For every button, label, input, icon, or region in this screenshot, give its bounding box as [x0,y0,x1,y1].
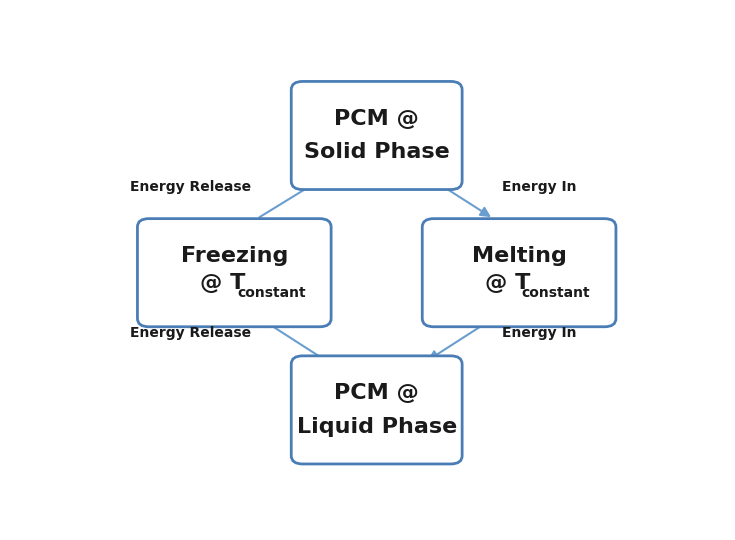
FancyBboxPatch shape [291,82,462,190]
FancyBboxPatch shape [422,219,616,327]
Text: Energy Release: Energy Release [130,180,251,194]
Text: Solid Phase: Solid Phase [304,142,450,162]
Text: PCM @: PCM @ [334,383,419,403]
Text: Liquid Phase: Liquid Phase [296,416,457,436]
Text: constant: constant [522,286,590,300]
Text: Melting: Melting [472,246,567,266]
FancyBboxPatch shape [291,356,462,464]
Text: Energy In: Energy In [502,180,576,194]
Text: @ T: @ T [485,273,531,293]
FancyBboxPatch shape [137,219,331,327]
Text: Energy In: Energy In [502,326,576,340]
Text: Energy Release: Energy Release [130,326,251,340]
Text: Freezing: Freezing [181,246,288,266]
Text: PCM @: PCM @ [334,109,419,129]
Text: constant: constant [237,286,306,300]
Text: @ T: @ T [200,273,245,293]
